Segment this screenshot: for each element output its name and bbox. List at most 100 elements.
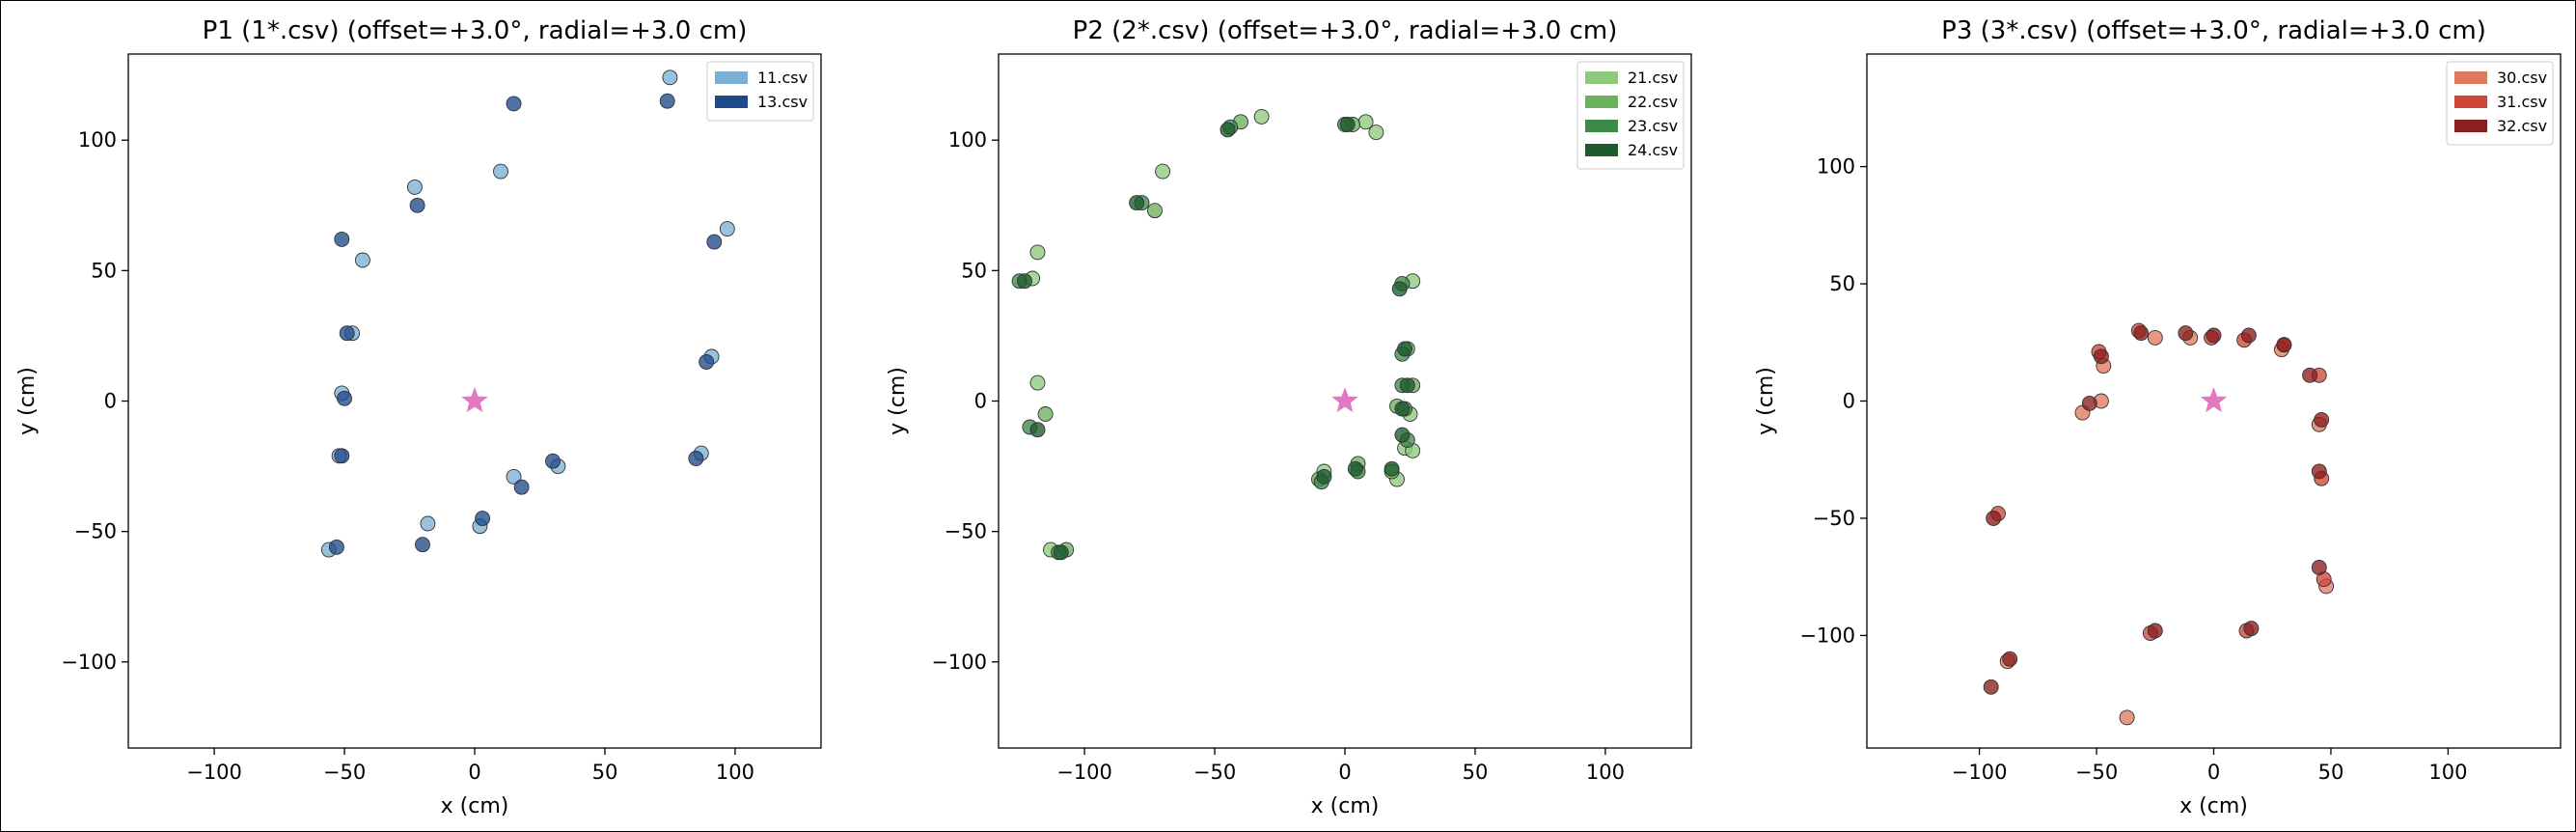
y-axis-label: y (cm) xyxy=(1754,367,1778,435)
legend-swatch xyxy=(715,96,748,108)
x-tick-label: 50 xyxy=(1463,761,1489,784)
scatter-point-13 xyxy=(506,96,522,112)
legend-label: 24.csv xyxy=(1628,141,1678,159)
legend-swatch xyxy=(1585,71,1618,84)
x-tick-label: −50 xyxy=(323,761,366,784)
scatter-point-13 xyxy=(339,325,355,342)
scatter-point-32 xyxy=(2240,327,2257,344)
center-star-marker xyxy=(1331,387,1358,413)
chart-title: P2 (2*.csv) (offset=+3.0°, radial=+3.0 c… xyxy=(1073,16,1618,45)
scatter-point-11 xyxy=(354,252,370,268)
scatter-point-32 xyxy=(2206,327,2222,344)
scatter-point-24 xyxy=(1053,544,1069,561)
scatter-point-13 xyxy=(545,453,561,469)
scatter-point-32 xyxy=(1983,679,1999,695)
scatter-point-30 xyxy=(2119,709,2135,726)
scatter-point-24 xyxy=(1391,281,1408,297)
scatter-point-13 xyxy=(334,231,350,247)
scatter-point-13 xyxy=(334,448,350,464)
scatter-point-13 xyxy=(513,479,530,495)
legend: 11.csv 13.csv xyxy=(706,61,814,122)
legend-label: 31.csv xyxy=(2497,93,2547,111)
x-axis-label: x (cm) xyxy=(2179,794,2248,818)
legend-swatch xyxy=(2454,96,2487,108)
scatter-point-13 xyxy=(328,539,344,555)
scatter-point-13 xyxy=(699,354,715,370)
scatter-point-32 xyxy=(1986,511,2002,526)
chart-title: P3 (3*.csv) (offset=+3.0°, radial=+3.0 c… xyxy=(1941,16,2486,45)
y-tick-label: 50 xyxy=(91,259,117,282)
scatter-point-11 xyxy=(420,515,436,532)
x-tick-label: 50 xyxy=(592,761,618,784)
legend-swatch xyxy=(715,71,748,84)
scatter-point-24 xyxy=(1394,401,1411,417)
legend: 30.csv 31.csv 32.csv xyxy=(2446,61,2554,146)
scatter-point-30 xyxy=(2147,329,2163,346)
legend-swatch xyxy=(2454,71,2487,84)
scatter-point-32 xyxy=(2276,337,2292,353)
scatter-point-21 xyxy=(1368,125,1384,141)
scatter-point-11 xyxy=(406,179,423,195)
x-axis-label: x (cm) xyxy=(1311,794,1380,818)
scatter-point-24 xyxy=(1339,117,1356,132)
x-tick-label: 0 xyxy=(2207,761,2220,784)
scatter-point-32 xyxy=(2178,325,2194,342)
scatter-point-13 xyxy=(706,234,723,250)
scatter-point-22 xyxy=(1037,406,1054,422)
y-axis-label: y (cm) xyxy=(15,367,40,435)
scatter-point-13 xyxy=(409,197,425,213)
axes-frame xyxy=(1866,53,2562,749)
y-tick-label: −100 xyxy=(1799,624,1855,647)
legend-label: 22.csv xyxy=(1628,93,1678,111)
scatter-point-24 xyxy=(1399,377,1415,394)
legend-swatch xyxy=(1585,96,1618,108)
scatter-point-21 xyxy=(1253,108,1270,125)
x-tick-label: −100 xyxy=(1056,761,1112,784)
scatter-point-13 xyxy=(659,93,675,109)
legend-box xyxy=(1576,61,1685,170)
legend-label: 30.csv xyxy=(2497,69,2547,87)
scatter-point-32 xyxy=(2093,348,2109,365)
scatter-point-11 xyxy=(506,468,522,485)
scatter-point-13 xyxy=(337,390,352,406)
scatter-point-24 xyxy=(1219,122,1236,138)
x-tick-label: 100 xyxy=(716,761,754,784)
y-tick-label: 50 xyxy=(1829,272,1855,295)
x-axis-label: x (cm) xyxy=(441,794,509,818)
x-tick-label: 100 xyxy=(1586,761,1625,784)
y-tick-label: 100 xyxy=(78,128,117,152)
scatter-point-11 xyxy=(662,69,678,86)
x-tick-label: −100 xyxy=(1952,761,2008,784)
y-tick-label: 100 xyxy=(1817,155,1855,179)
scatter-point-32 xyxy=(2133,325,2150,342)
scatter-point-13 xyxy=(415,537,430,553)
y-tick-label: −100 xyxy=(931,651,987,674)
subplot-3: P3 (3*.csv) (offset=+3.0°, radial=+3.0 c… xyxy=(1754,16,2562,818)
scatter-point-24 xyxy=(1394,427,1411,443)
scatter-point-32 xyxy=(2002,651,2018,667)
legend-label: 13.csv xyxy=(757,93,808,111)
scatter-point-32 xyxy=(2081,395,2097,411)
scatter-point-32 xyxy=(2302,367,2318,383)
x-tick-label: 0 xyxy=(1338,761,1351,784)
axes-frame xyxy=(127,53,822,749)
y-tick-label: −100 xyxy=(61,651,117,674)
scatter-point-32 xyxy=(2311,560,2327,575)
scatter-point-24 xyxy=(1129,195,1145,211)
y-axis-label: y (cm) xyxy=(886,367,910,435)
scatter-point-21 xyxy=(1029,374,1046,391)
legend-label: 11.csv xyxy=(757,69,808,87)
scatter-point-32 xyxy=(2311,463,2327,480)
x-tick-label: −100 xyxy=(186,761,242,784)
scatter-point-22 xyxy=(1147,203,1163,219)
scatter-point-13 xyxy=(688,451,704,466)
scatter-point-24 xyxy=(1397,341,1413,357)
y-tick-label: 0 xyxy=(104,390,117,413)
scatter-point-24 xyxy=(1029,422,1046,438)
scatter-point-21 xyxy=(1029,244,1046,261)
scatter-point-32 xyxy=(2314,411,2330,428)
y-tick-label: 100 xyxy=(948,128,987,152)
y-tick-label: 0 xyxy=(1843,390,1855,413)
x-tick-label: 0 xyxy=(468,761,480,784)
